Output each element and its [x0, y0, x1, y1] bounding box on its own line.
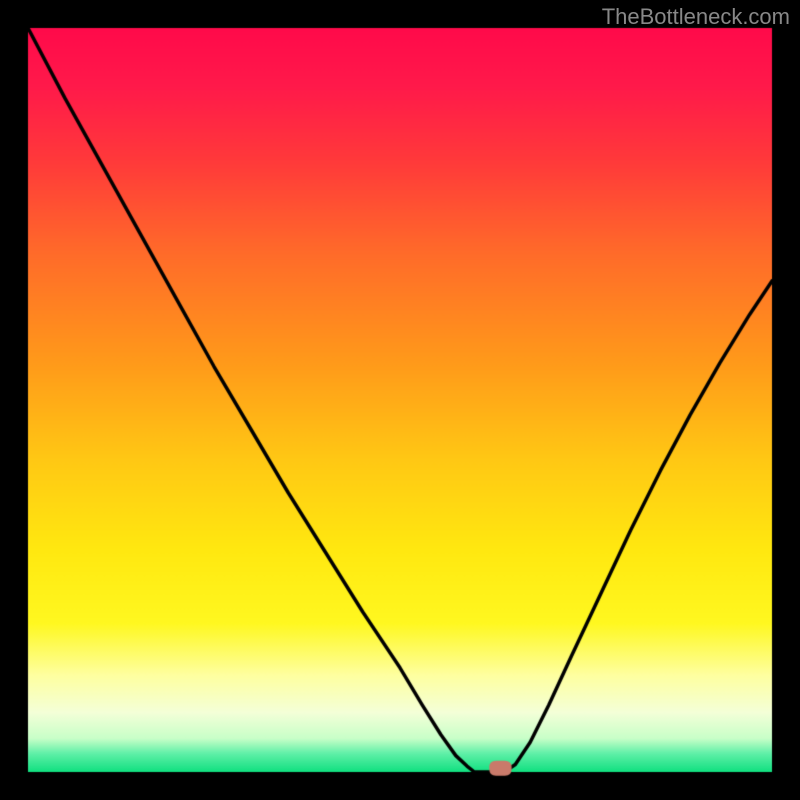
chart-container: TheBottleneck.com: [0, 0, 800, 800]
bottleneck-curve-chart: [0, 0, 800, 800]
